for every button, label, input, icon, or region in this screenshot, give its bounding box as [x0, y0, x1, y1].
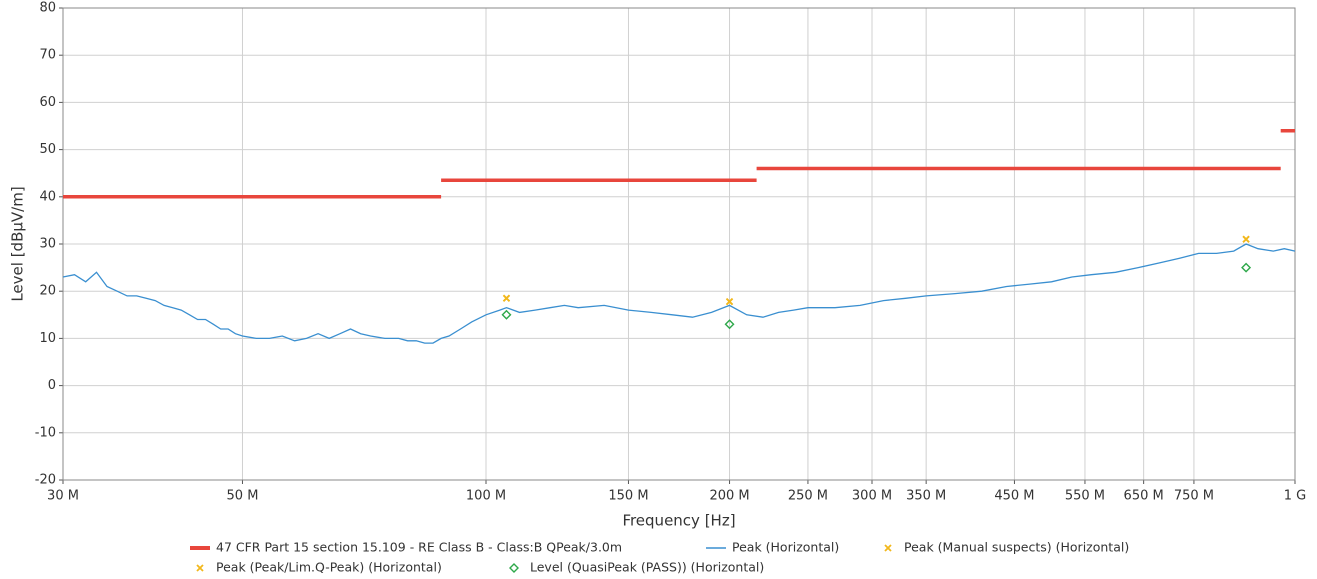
- legend: 47 CFR Part 15 section 15.109 - RE Class…: [190, 540, 1129, 575]
- x-tick-label: 1 G: [1284, 489, 1306, 504]
- legend-label: Level (QuasiPeak (PASS)) (Horizontal): [530, 560, 764, 575]
- cross-marker: [884, 544, 892, 552]
- y-tick-label: 70: [39, 48, 56, 63]
- x-tick-label: 300 M: [852, 489, 892, 504]
- diamond-marker: [1241, 262, 1252, 273]
- cross-marker: [196, 564, 204, 572]
- x-tick-label: 200 M: [709, 489, 749, 504]
- x-axis-label: Frequency [Hz]: [622, 512, 735, 530]
- legend-label: 47 CFR Part 15 section 15.109 - RE Class…: [216, 540, 622, 555]
- y-tick-label: 10: [39, 331, 56, 346]
- cross-marker: [725, 297, 734, 306]
- x-tick-label: 250 M: [788, 489, 828, 504]
- x-tick-label: 30 M: [47, 489, 79, 504]
- y-tick-label: -20: [35, 473, 56, 488]
- y-tick-label: 50: [39, 142, 56, 157]
- diamond-marker: [509, 563, 519, 573]
- legend-label: Peak (Manual suspects) (Horizontal): [904, 540, 1129, 555]
- x-tick-label: 100 M: [466, 489, 506, 504]
- y-tick-label: 80: [39, 1, 56, 16]
- y-axis-label: Level [dBµV/m]: [9, 186, 27, 301]
- x-tick-label: 150 M: [608, 489, 648, 504]
- x-tick-label: 650 M: [1124, 489, 1164, 504]
- x-tick-label: 750 M: [1174, 489, 1214, 504]
- limit-line: [63, 128, 1295, 199]
- cross-marker: [502, 294, 511, 302]
- trace-line: [62, 243, 1296, 344]
- y-tick-label: 60: [39, 95, 56, 110]
- cross-marker: [1242, 235, 1250, 243]
- y-tick-label: -10: [35, 425, 56, 440]
- y-tick-label: 30: [39, 237, 56, 252]
- x-tick-label: 350 M: [906, 489, 946, 504]
- legend-label: Peak (Horizontal): [732, 540, 839, 555]
- y-tick-label: 0: [48, 378, 56, 393]
- plot-frame: [62, 7, 1296, 481]
- x-tick-label: 50 M: [227, 489, 259, 504]
- y-tick-label: 40: [39, 189, 56, 204]
- y-tick-label: 20: [39, 284, 56, 299]
- diamond-marker: [501, 309, 512, 320]
- x-tick-label: 550 M: [1065, 489, 1105, 504]
- x-tick-label: 450 M: [994, 489, 1034, 504]
- legend-label: Peak (Peak/Lim.Q-Peak) (Horizontal): [216, 560, 442, 575]
- diamond-marker: [724, 319, 735, 330]
